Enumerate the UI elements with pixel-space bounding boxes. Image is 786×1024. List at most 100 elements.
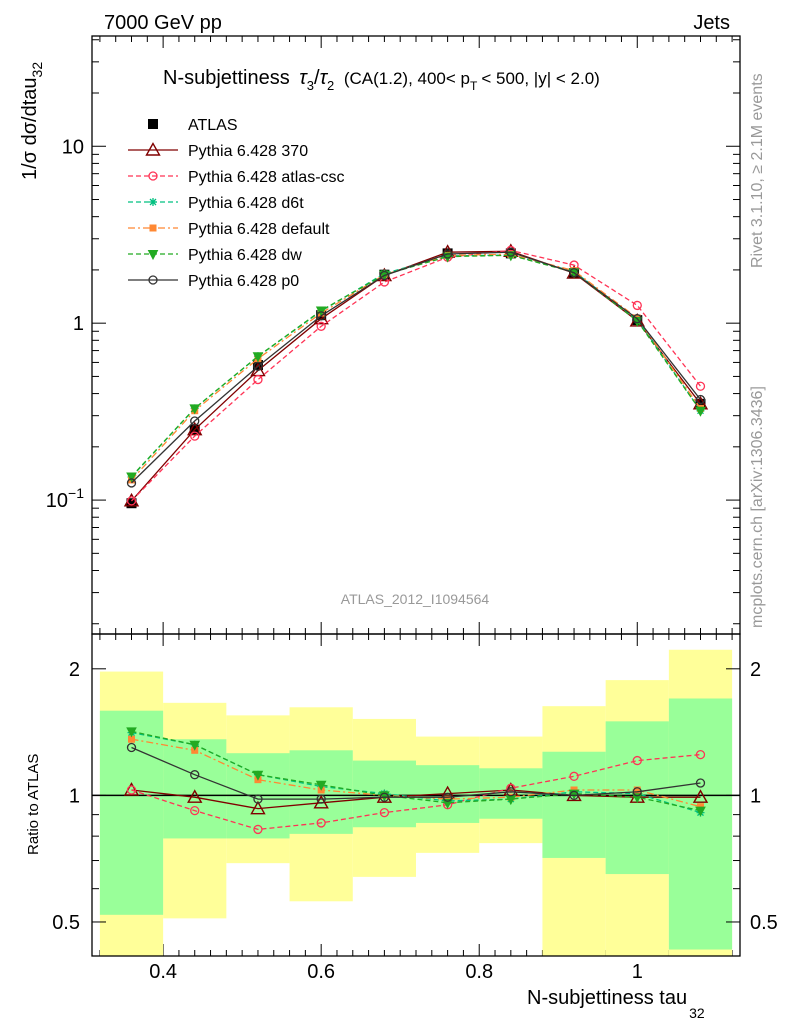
x-axis-label: N-subjettiness tau32 <box>527 987 705 1021</box>
title-subT: T <box>470 79 478 93</box>
series-line-1 <box>131 249 702 502</box>
ratio-y-tick-label-right: 1 <box>750 785 761 807</box>
series-marker-5 <box>632 314 642 324</box>
legend-atlas-marker <box>148 119 158 129</box>
rivet-version-label: Rivet 3.1.10, ≥ 2.1M events <box>749 73 766 268</box>
series-marker-5 <box>190 416 200 426</box>
x-tick-label: 0.6 <box>307 961 335 983</box>
ratio-series-marker-0 <box>123 782 140 796</box>
legend-marker-1 <box>148 171 158 181</box>
main-y-axis-label: 1/σ dσ/dtau32 <box>19 62 45 180</box>
stat-uncertainty-band <box>668 698 733 950</box>
atlas-data-point <box>126 498 137 509</box>
series-marker-0 <box>123 492 140 507</box>
legend-label-1: Pythia 6.428 atlas-csc <box>188 169 345 186</box>
main-y-tick-label: 10 <box>62 136 84 158</box>
series-marker-5 <box>379 270 390 281</box>
legend-marker-4 <box>147 250 159 261</box>
legend-label-0: Pythia 6.428 370 <box>188 143 308 160</box>
series-marker-5 <box>253 361 263 372</box>
series-marker-5 <box>569 268 579 278</box>
header-left: 7000 GeV pp <box>104 12 222 34</box>
ratio-y-tick-label: 1 <box>69 785 80 807</box>
ratio-series-line-0 <box>131 789 701 810</box>
ratio-series-marker-1 <box>126 785 137 795</box>
ratio-series-marker-4 <box>695 806 706 817</box>
ratio-series-marker-5 <box>190 770 200 780</box>
series-marker-4 <box>695 406 706 417</box>
main-y-tick-label: 1 <box>73 313 84 335</box>
x-axis-label-sub: 32 <box>689 1005 705 1021</box>
series-marker-4 <box>252 352 264 363</box>
x-tick-label: 0.8 <box>465 961 493 983</box>
legend-marker-2 <box>149 198 157 206</box>
series-marker-5 <box>695 394 706 405</box>
ratio-series-line-5 <box>131 746 701 800</box>
x-tick-label: 1 <box>632 961 643 983</box>
title-main: N-subjettiness <box>163 67 290 89</box>
ratio-y-tick-label: 0.5 <box>52 912 80 934</box>
main-y-axis-label-text: 1/σ dσ/dtau <box>19 77 41 180</box>
ratio-series-marker-5 <box>126 742 137 753</box>
ratio-y-tick-label: 2 <box>69 659 80 681</box>
series-marker-5 <box>506 247 516 257</box>
stat-uncertainty-band <box>163 739 227 839</box>
x-axis-label-text: N-subjettiness tau <box>527 987 687 1009</box>
series-marker-1 <box>695 381 706 391</box>
series-marker-1 <box>632 300 642 311</box>
series-marker-4 <box>189 404 201 415</box>
analysis-id-label: ATLAS_2012_I1094564 <box>341 591 490 607</box>
ratio-series-marker-0 <box>250 800 266 815</box>
ratio-series-marker-5 <box>569 790 579 801</box>
legend-marker-0 <box>145 142 161 156</box>
series-marker-5 <box>126 478 137 488</box>
ratio-y-tick-label-right: 0.5 <box>750 912 778 934</box>
ratio-series-marker-3 <box>128 735 136 743</box>
series-marker-1 <box>316 321 326 331</box>
ratio-series-marker-1 <box>316 818 326 828</box>
legend-marker-3 <box>149 224 157 232</box>
legend-label-3: Pythia 6.428 default <box>188 221 330 238</box>
legend-label-5: Pythia 6.428 p0 <box>188 273 299 290</box>
stat-uncertainty-band <box>99 710 164 915</box>
series-marker-0 <box>187 421 203 436</box>
ratio-plot-marks <box>92 649 740 956</box>
series-marker-1 <box>253 374 263 385</box>
ratio-series-marker-0 <box>187 789 203 803</box>
legend-label-4: Pythia 6.428 dw <box>188 247 302 264</box>
title-sub2: 2 <box>327 78 334 93</box>
ratio-series-marker-5 <box>379 792 390 802</box>
ratio-series-marker-1 <box>379 807 390 818</box>
ratio-series-marker-1 <box>253 824 263 835</box>
ratio-series-marker-4 <box>252 770 264 781</box>
stat-uncertainty-band <box>542 751 606 858</box>
header-right: Jets <box>693 12 730 34</box>
ratio-axes: 2 2 1 1 0.5 0.5 0.4 0.6 0.8 1 <box>52 659 778 983</box>
x-tick-label: 0.4 <box>149 961 177 983</box>
ratio-series-marker-5 <box>695 778 706 788</box>
main-y-axis-label-sub: 32 <box>29 62 45 78</box>
ratio-series-line-4 <box>131 730 701 812</box>
main-plot-marks <box>123 243 709 509</box>
ratio-series-marker-4 <box>631 793 643 804</box>
plot-title: N-subjettiness τ3/τ2 (CA(1.2), 400< pT < … <box>163 67 600 95</box>
ratio-series-marker-5 <box>632 787 642 797</box>
ratio-series-marker-1 <box>632 755 642 766</box>
ratio-series-line-1 <box>131 753 701 831</box>
ratio-series-marker-0 <box>692 789 709 803</box>
ratio-series-marker-4 <box>189 740 201 751</box>
title-tau2: τ <box>320 67 329 89</box>
series-marker-5 <box>316 311 326 321</box>
legend: ATLAS Pythia 6.428 370 Pythia 6.428 atlas-… <box>128 117 345 290</box>
ratio-series-marker-5 <box>506 787 516 797</box>
ratio-panel: 2 2 1 1 0.5 0.5 0.4 0.6 0.8 1 Ratio to ATLAS N-su… <box>25 633 778 1021</box>
title-tail: < 500, |y| < 2.0) <box>481 69 599 88</box>
ratio-series-marker-1 <box>190 805 200 816</box>
ratio-series-marker-4 <box>126 727 137 738</box>
ratio-series-marker-3 <box>633 786 641 794</box>
title-slash: / <box>314 67 320 89</box>
main-y-tick-label-base: 10 <box>46 490 68 512</box>
series-marker-1 <box>190 431 200 441</box>
